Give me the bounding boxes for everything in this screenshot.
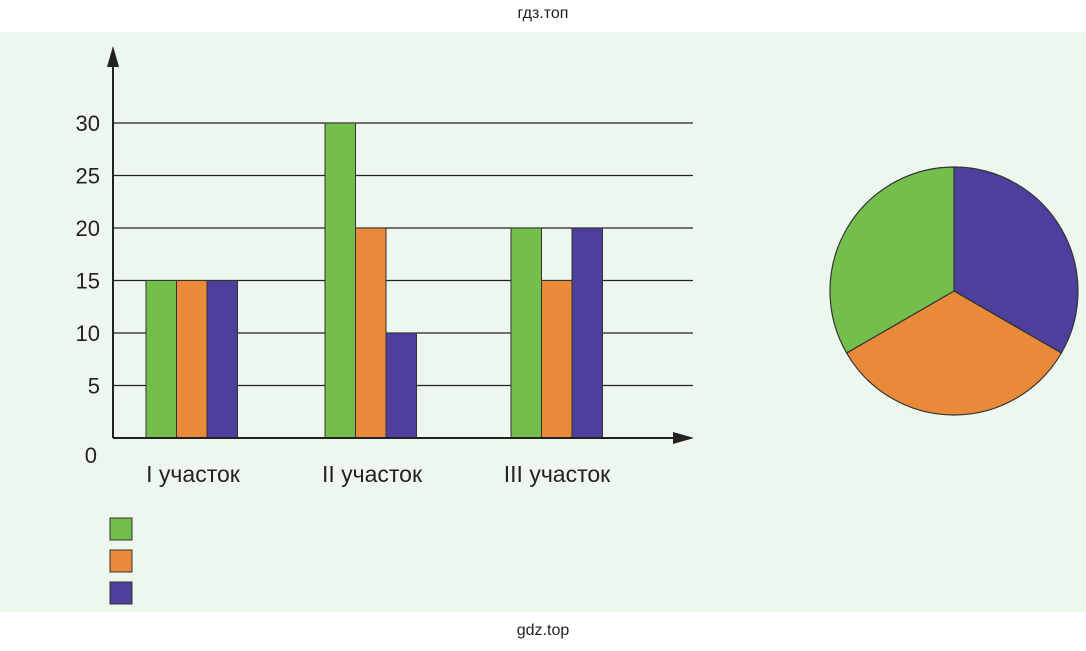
y-tick-label: 20 [76, 216, 100, 241]
y-tick-label: 30 [76, 111, 100, 136]
bar-слива-1 [206, 280, 238, 439]
category-label: II участок [322, 461, 423, 487]
bar-груша-3 [541, 280, 573, 439]
bar-яблоня-1 [145, 280, 177, 439]
bar-яблоня-2 [324, 122, 356, 439]
bar-слива-3 [571, 227, 603, 439]
y-axis-arrow [107, 46, 119, 67]
bar-груша-2 [355, 227, 387, 439]
watermark-top: гдз.топ [517, 5, 569, 22]
y-tick-label: 15 [76, 269, 100, 294]
watermark-bottom: gdz.top [516, 622, 570, 639]
legend-swatch-груша [109, 549, 133, 573]
legend-swatch-слива [109, 581, 133, 605]
y-tick-label: 10 [76, 321, 100, 346]
bar-яблоня-3 [510, 227, 542, 439]
bar-слива-2 [385, 332, 417, 439]
legend [109, 517, 133, 605]
y-tick-label: 5 [88, 374, 100, 399]
category-label: I участок [146, 461, 241, 487]
pie-chart [829, 166, 1079, 416]
category-label: III участок [504, 461, 611, 487]
bar-груша-1 [176, 280, 208, 439]
y-tick-label: 25 [76, 164, 100, 189]
legend-swatch-яблоня [109, 517, 133, 541]
axes: 0 5 10 15 20 25 30 I участок II участок III участ… [76, 46, 694, 487]
pie-slice-слива [953, 166, 1079, 354]
y-tick-label: 0 [85, 443, 97, 468]
bars [145, 122, 603, 439]
pie-slice-яблоня [829, 166, 955, 354]
x-axis-arrow [673, 432, 694, 444]
